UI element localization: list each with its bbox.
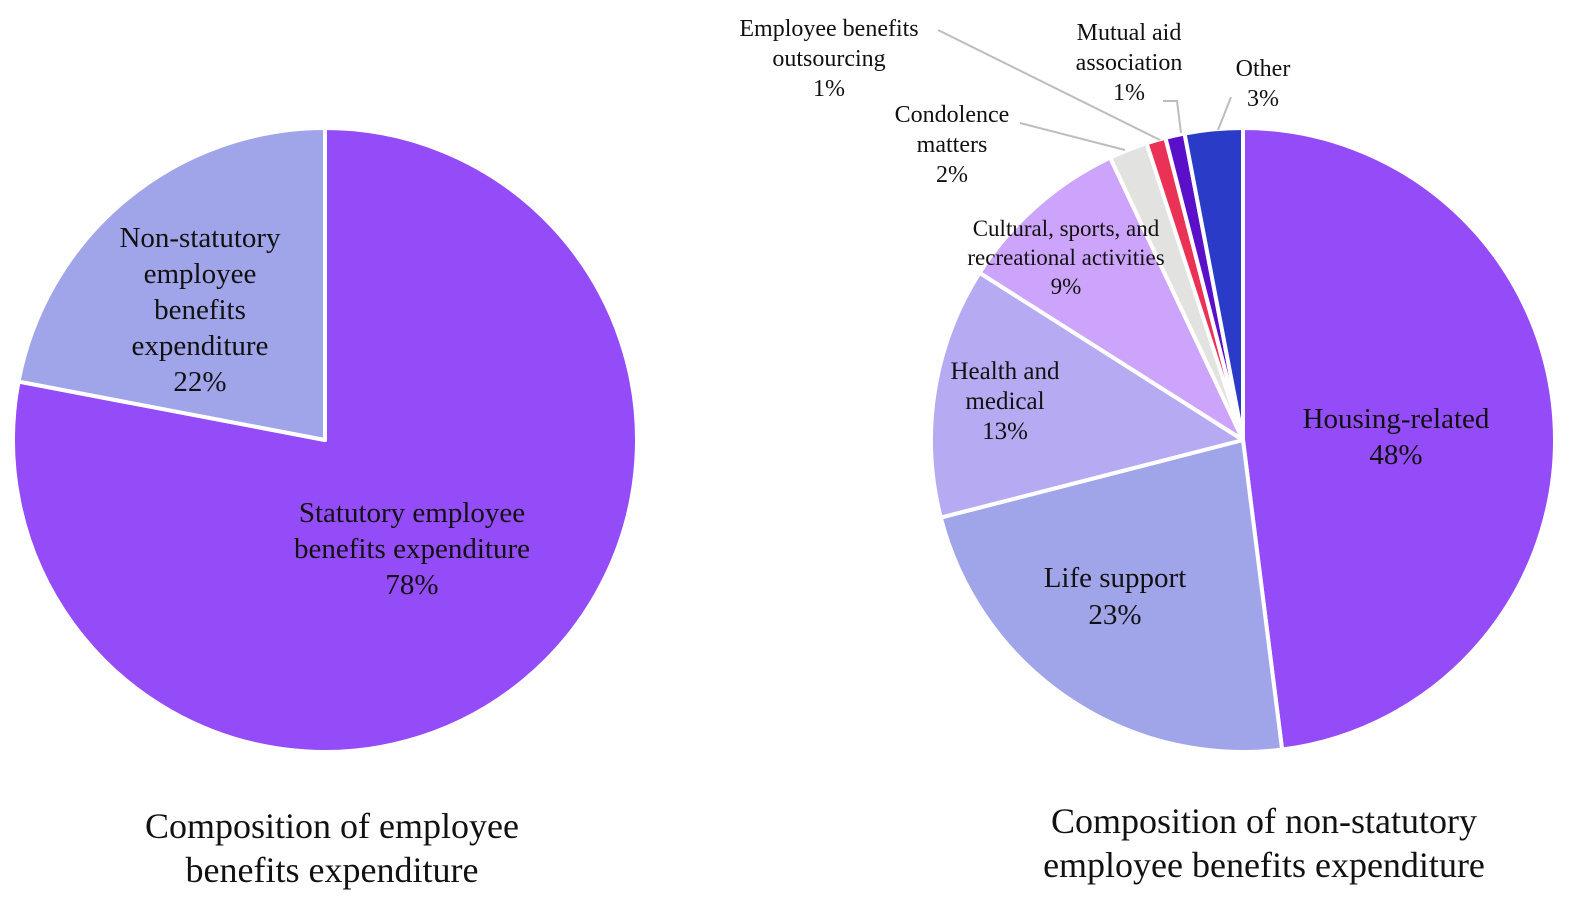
chart-title-right: Composition of non-statutory xyxy=(1051,801,1477,841)
slice-labels: Statutory employee benefits expenditure 78… xyxy=(119,16,1489,631)
slice-label-non-statutory-employee-benefits-expenditure: expenditure xyxy=(132,330,269,362)
data-label-other: 3% xyxy=(1247,86,1279,112)
slice-label-cultural-sports-and-recreational-activities: recreational activities xyxy=(967,245,1164,270)
leader-line-employee-benefits-outsourcing xyxy=(937,29,1161,141)
data-label-life-support: 23% xyxy=(1088,599,1141,631)
slice-statutory-employee-benefits-expenditure xyxy=(11,126,639,754)
slice-label-statutory-employee-benefits-expenditure: Statutory employee xyxy=(299,497,525,529)
slice-label-housing-related: Housing-related xyxy=(1303,403,1490,435)
slice-label-non-statutory-employee-benefits-expenditure: employee xyxy=(144,258,257,290)
slice-label-mutual-aid-association: Mutual aid xyxy=(1077,20,1182,46)
slice-label-cultural-sports-and-recreational-activities: Cultural, sports, and xyxy=(973,216,1160,241)
slice-label-life-support: Life support xyxy=(1044,562,1187,594)
data-label-employee-benefits-outsourcing: 1% xyxy=(813,76,845,102)
leader-line-other xyxy=(1217,96,1232,131)
chart-title-left: Composition of employee xyxy=(145,806,519,846)
data-label-condolence-matters: 2% xyxy=(936,162,968,188)
data-label-mutual-aid-association: 1% xyxy=(1113,80,1145,106)
slice-housing-related xyxy=(1241,126,1557,752)
slice-life-support xyxy=(938,438,1285,754)
data-label-non-statutory-employee-benefits-expenditure: 22% xyxy=(173,366,226,398)
pie-employee-benefits xyxy=(11,126,639,754)
leader-line-mutual-aid-association xyxy=(1163,100,1182,134)
slice-label-statutory-employee-benefits-expenditure: benefits expenditure xyxy=(294,533,530,565)
slice-label-condolence-matters: matters xyxy=(917,132,988,158)
data-label-health-and-medical: 13% xyxy=(982,418,1028,445)
slice-label-health-and-medical: medical xyxy=(965,388,1044,415)
slice-label-non-statutory-employee-benefits-expenditure: Non-statutory xyxy=(119,222,281,254)
slice-health-and-medical xyxy=(929,270,1245,520)
slice-label-mutual-aid-association: association xyxy=(1076,50,1183,76)
leader-line-condolence-matters xyxy=(1019,122,1126,151)
chart-title-left-line2: benefits expenditure xyxy=(186,850,479,890)
data-label-cultural-sports-and-recreational-activities: 9% xyxy=(1051,274,1082,299)
pie-non-statutory-benefits xyxy=(929,126,1557,754)
chart-title-right-line2: employee benefits expenditure xyxy=(1043,845,1485,885)
slice-label-non-statutory-employee-benefits-expenditure: benefits xyxy=(154,294,246,326)
data-label-housing-related: 48% xyxy=(1369,439,1422,471)
slice-label-employee-benefits-outsourcing: outsourcing xyxy=(772,46,885,72)
slice-other xyxy=(1182,126,1245,442)
data-label-statutory-employee-benefits-expenditure: 78% xyxy=(385,569,438,601)
slice-label-employee-benefits-outsourcing: Employee benefits xyxy=(739,16,918,42)
chart-titles: Composition of employee benefits expendi… xyxy=(145,801,1485,890)
slice-non-statutory-employee-benefits-expenditure xyxy=(16,126,327,442)
leader-lines xyxy=(937,29,1232,151)
slice-label-other: Other xyxy=(1236,56,1291,82)
slice-label-condolence-matters: Condolence xyxy=(895,102,1010,128)
slice-label-health-and-medical: Health and xyxy=(951,358,1060,385)
slice-cultural-sports-and-recreational-activities xyxy=(977,155,1245,442)
